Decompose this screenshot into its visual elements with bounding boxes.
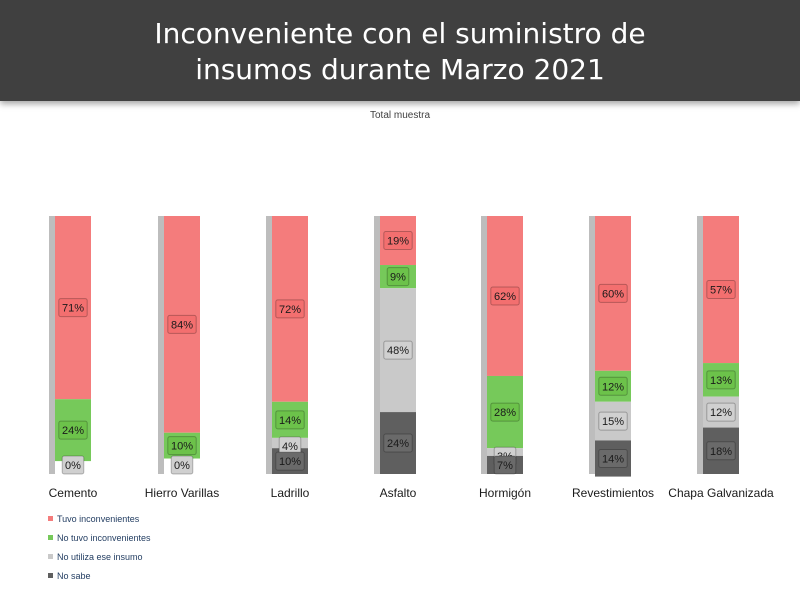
data-label-box xyxy=(598,411,628,431)
legend-item-no-utiliza: No utiliza ese insumo xyxy=(48,547,151,566)
data-label-box xyxy=(598,283,628,303)
legend-item-no-sabe: No sabe xyxy=(48,566,151,585)
data-label-box xyxy=(167,314,197,334)
chart-title: Inconveniente con el suministro de insum… xyxy=(154,17,646,86)
data-label-box xyxy=(58,298,88,318)
data-label: 10% xyxy=(279,456,301,468)
category-label: Asfalto xyxy=(380,486,417,500)
legend-item-no-tuvo: No tuvo inconvenientes xyxy=(48,528,151,547)
data-label-box xyxy=(493,455,517,475)
bar-shadow xyxy=(266,216,272,474)
data-label: 71% xyxy=(62,303,84,315)
data-label-box xyxy=(275,451,305,471)
data-label: 60% xyxy=(602,288,624,300)
data-label: 84% xyxy=(171,319,193,331)
data-label: 12% xyxy=(602,381,624,393)
data-label: 0% xyxy=(174,460,190,472)
data-label-box xyxy=(170,455,194,475)
bar-shadow xyxy=(49,216,55,474)
legend-swatch xyxy=(48,573,53,578)
legend-swatch xyxy=(48,516,53,521)
legend-item-tuvo: Tuvo inconvenientes xyxy=(48,509,151,528)
data-label: 28% xyxy=(494,407,516,419)
data-label-box xyxy=(490,402,520,422)
data-label-box xyxy=(383,231,413,251)
data-label-box xyxy=(61,455,85,475)
data-label: 12% xyxy=(710,407,732,419)
data-label-box xyxy=(706,280,736,300)
category-label: Hormigón xyxy=(479,486,531,500)
data-label-box xyxy=(58,420,88,440)
data-label: 62% xyxy=(494,291,516,303)
data-label: 57% xyxy=(710,285,732,297)
data-label-box xyxy=(383,340,413,360)
category-label: Cemento xyxy=(49,486,98,500)
data-label: 18% xyxy=(710,446,732,458)
legend-swatch xyxy=(48,535,53,540)
chart-legend: Tuvo inconvenientes No tuvo inconveniente… xyxy=(48,509,151,585)
data-label-box xyxy=(275,299,305,319)
data-label: 0% xyxy=(65,460,81,472)
data-label-box xyxy=(386,267,410,287)
data-label: 4% xyxy=(282,441,298,453)
data-label: 24% xyxy=(387,438,409,450)
data-label: 72% xyxy=(279,304,301,316)
category-label: Revestimientos xyxy=(572,486,654,500)
data-label-box xyxy=(490,286,520,306)
data-label: 48% xyxy=(387,345,409,357)
bar-shadow xyxy=(697,216,703,474)
legend-swatch xyxy=(48,554,53,559)
category-label: Hierro Varillas xyxy=(145,486,219,500)
data-label: 15% xyxy=(602,416,624,428)
data-label: 10% xyxy=(171,441,193,453)
title-band: Inconveniente con el suministro de insum… xyxy=(0,0,800,101)
legend-label: No utiliza ese insumo xyxy=(57,551,143,562)
data-label: 24% xyxy=(62,425,84,437)
data-label-box xyxy=(598,449,628,469)
bar-shadow xyxy=(374,216,380,474)
data-label: 14% xyxy=(279,415,301,427)
data-label: 7% xyxy=(497,460,513,472)
legend-label: No sabe xyxy=(57,570,91,581)
data-label-box xyxy=(598,376,628,396)
data-label: 14% xyxy=(602,454,624,466)
bar-shadow xyxy=(158,216,164,474)
data-label: 13% xyxy=(710,375,732,387)
data-label: 9% xyxy=(390,272,406,284)
bar-shadow xyxy=(481,216,487,474)
chart-subtitle: Total muestra xyxy=(369,110,431,121)
category-label: Ladrillo xyxy=(271,486,310,500)
data-label-box xyxy=(706,441,736,461)
category-label: Chapa Galvanizada xyxy=(668,486,774,500)
data-label-box xyxy=(706,370,736,390)
data-label-box xyxy=(167,436,197,456)
data-label-box xyxy=(275,410,305,430)
legend-label: No tuvo inconvenientes xyxy=(57,532,151,543)
bar-shadow xyxy=(589,216,595,474)
data-label-box xyxy=(383,433,413,453)
data-label: 19% xyxy=(387,236,409,248)
data-label-box xyxy=(706,402,736,422)
legend-label: Tuvo inconvenientes xyxy=(57,513,140,524)
